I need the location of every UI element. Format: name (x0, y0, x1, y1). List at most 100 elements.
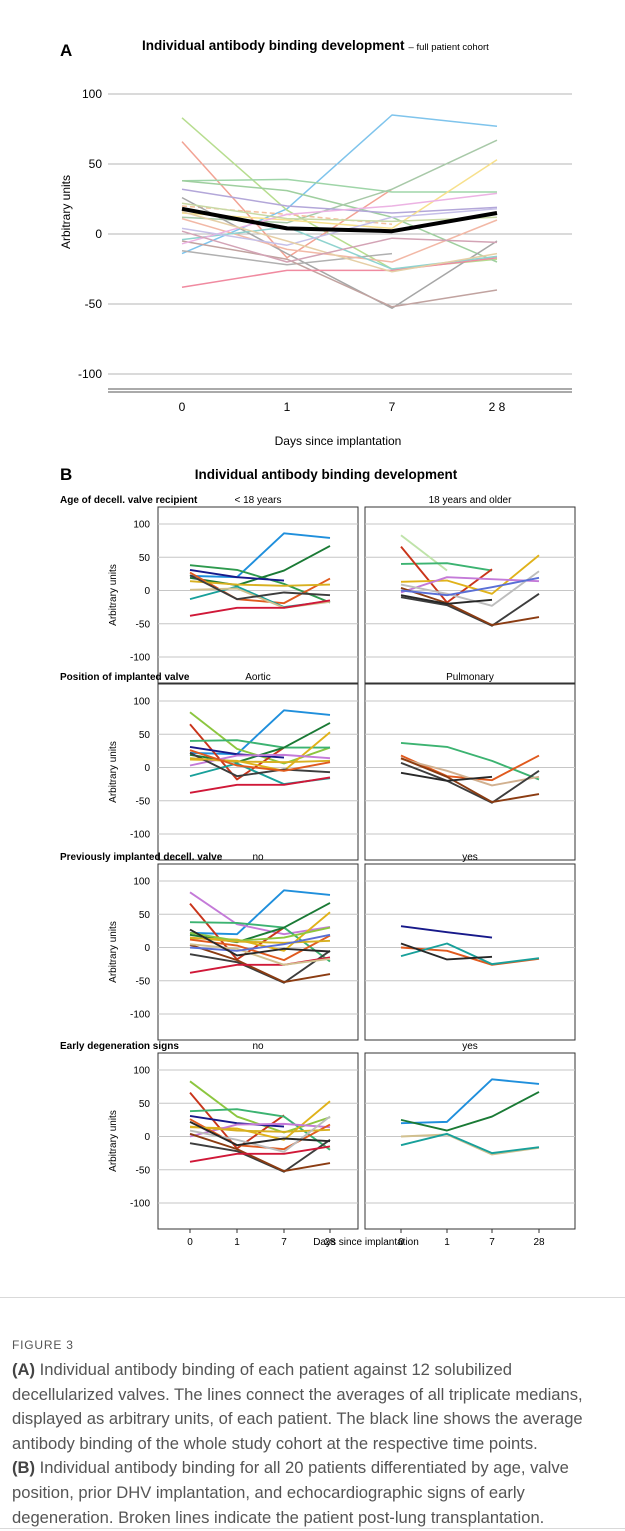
panel-b-left-patient-line (189, 1115, 331, 1153)
panel-b-right-subplot-frame (364, 863, 576, 1041)
panel-b-left-subplot-frame (157, 683, 359, 861)
panel-b-left-patient-line (189, 599, 331, 617)
caption-a-marker: (A) (12, 1360, 36, 1379)
panel-b-right-patient-line (400, 1078, 540, 1125)
panel-b-left-subplot-frame (157, 863, 359, 1041)
panel-b-y-tick-label: -100 (130, 1010, 150, 1021)
panel-b-left-patient-line (189, 928, 331, 957)
panel-a-xlabel: Days since implantation (275, 434, 402, 448)
caption-b-text: Individual antibody binding for all 20 p… (12, 1458, 569, 1527)
panel-b-y-tick-label: 0 (144, 763, 150, 774)
panel-b-right-patient-line (400, 771, 493, 782)
panel-b-left-subplot-title: no (252, 1041, 264, 1052)
panel-b-right-patient-line (400, 1132, 540, 1155)
panel-b-left-patient-line (189, 749, 331, 772)
panel-b-title: Individual antibody binding development (195, 467, 458, 482)
panel-b-right-subplot-title: Pulmonary (446, 672, 494, 683)
panel-a-subtitle: – full patient cohort (409, 42, 490, 53)
panel-a-letter: A (60, 41, 72, 60)
panel-b-row-label: Previously implanted decell. valve (60, 852, 223, 863)
panel-b-right-subplot-title: yes (462, 1041, 478, 1052)
caption-paragraph-b: (B) Individual antibody binding for all … (12, 1456, 612, 1530)
panel-b-left-patient-line (189, 752, 331, 778)
panel-b-right-patient-line (400, 594, 493, 605)
panel-a-patient-line (181, 114, 498, 255)
panel-b-left-patient-line (189, 731, 331, 772)
panel-b-left-patient-line (189, 1118, 331, 1151)
panel-b-y-tick-label: 50 (139, 730, 151, 741)
panel-b-left-subplot-title: Aortic (245, 672, 271, 683)
panel-b-letter: B (60, 465, 72, 484)
panel-b-left-patient-line (189, 1121, 331, 1147)
panel-a-x-tick-label: 1 (284, 400, 291, 414)
panel-b-y-tick-label: -50 (136, 619, 151, 630)
panel-b-left-subplot-frame (157, 506, 359, 684)
panel-a-patient-line (181, 210, 498, 273)
caption-a-text: Individual antibody binding of each pati… (12, 1360, 583, 1453)
panel-b-right-patient-line (400, 554, 540, 595)
panel-b-right-patient-line (400, 925, 493, 939)
panel-b-right-subplot-title: yes (462, 852, 478, 863)
panel-a-patient-line (181, 230, 498, 263)
panel-b-left-patient-line (189, 545, 331, 587)
panel-b-y-tick-label: 100 (133, 877, 150, 888)
panel-a-average-line (181, 206, 498, 234)
panel-b-left-patient-line (189, 571, 331, 605)
panel-a-patient-line (181, 240, 498, 308)
panel-b-right-patient-line (400, 741, 540, 781)
panel-b-right-subplot-frame (364, 683, 576, 861)
bottom-divider (0, 1528, 625, 1529)
panel-b-y-tick-label: 0 (144, 1132, 150, 1143)
panel-b-left-patient-line (189, 587, 331, 609)
panel-a-x-tick-label: 2 8 (489, 400, 506, 414)
panel-b-right-patient-line (400, 570, 540, 607)
panel-b-left-patient-line (189, 1122, 331, 1138)
panel-a-title-main: Individual antibody binding development (142, 38, 405, 53)
panel-a-y-tick-label: -100 (78, 367, 102, 381)
panel-b-y-tick-label: -50 (136, 976, 151, 987)
panel-b-left-patient-line (189, 568, 285, 582)
panel-b-left-subplot-title: no (252, 852, 264, 863)
panel-b-x-tick-label: 28 (324, 1237, 336, 1248)
panel-a-patient-line (181, 159, 498, 230)
caption-b-marker: (B) (12, 1458, 36, 1478)
panel-a-y-tick-label: 50 (89, 157, 103, 171)
panel-a-y-tick-label: 100 (82, 87, 102, 101)
panel-a-x-tick-label: 0 (179, 400, 186, 414)
panel-b-right-patient-line (400, 562, 493, 572)
figure-3-chart: A Individual antibody binding developmen… (59, 38, 576, 1248)
panel-a-patient-line (181, 178, 497, 193)
panel-b-row-label: Age of decell. valve recipient (60, 495, 198, 506)
panel-b-y-tick-label: 50 (139, 1099, 151, 1110)
panel-b-ylabel: Arbitrary units (108, 741, 119, 803)
panel-a-patient-line (181, 226, 498, 270)
panel-b-y-tick-label: -100 (130, 830, 150, 841)
panel-a-y-tick-label: 0 (95, 227, 102, 241)
panel-b-left-patient-line (189, 757, 331, 764)
panel-b-right-patient-line (400, 942, 540, 966)
panel-b-left-patient-line (189, 739, 330, 749)
panel-a-title: Individual antibody binding development –… (142, 38, 489, 53)
panel-b-y-tick-label: 100 (133, 1066, 150, 1077)
panel-b-x-tick-label: 1 (444, 1237, 450, 1248)
panel-b-ylabel: Arbitrary units (108, 1110, 119, 1172)
panel-b-left-patient-line (189, 580, 331, 587)
panel-b-right-patient-line (400, 534, 448, 572)
panel-b-y-tick-label: -50 (136, 1165, 151, 1176)
panel-b-ylabel: Arbitrary units (108, 921, 119, 983)
panel-b-right-patient-line (400, 576, 540, 594)
caption-divider (0, 1297, 625, 1298)
panel-b-left-patient-line (189, 1114, 285, 1128)
caption-paragraph-a: (A) Individual antibody binding of each … (12, 1358, 612, 1456)
panel-b-right-patient-line (400, 586, 540, 627)
panel-b-y-tick-label: -50 (136, 796, 151, 807)
panel-b-x-tick-label: 28 (533, 1237, 545, 1248)
panel-b-y-tick-label: 0 (144, 586, 150, 597)
panel-b-y-tick-label: 50 (139, 553, 151, 564)
panel-b-left-patient-line (189, 1132, 331, 1173)
panel-b-left-patient-line (189, 933, 331, 952)
panel-b-xlabel: Days since implantation (313, 1237, 419, 1248)
panel-b-right-subplot-frame (364, 506, 576, 684)
panel-b-left-patient-line (189, 1108, 331, 1151)
panel-b-left-patient-line (189, 723, 285, 781)
